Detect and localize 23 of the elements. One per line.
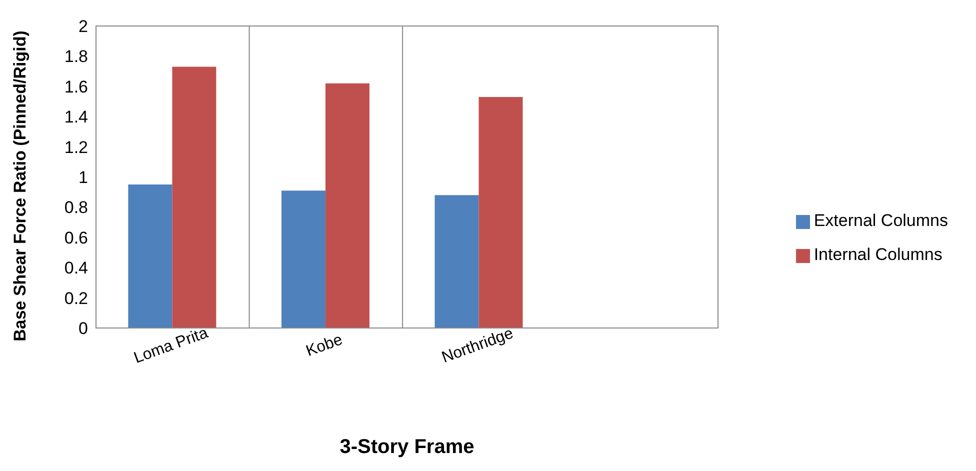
y-tick-label: 1 (78, 168, 88, 188)
bar (172, 66, 216, 328)
y-tick-label: 0 (78, 319, 88, 338)
y-tick-label: 1.4 (64, 108, 88, 127)
legend-label: Internal Columns (814, 245, 942, 264)
y-tick-label: 1.2 (64, 138, 88, 157)
y-tick-label: 1.8 (64, 47, 88, 66)
y-tick-label: 0.6 (64, 228, 88, 248)
y-axis-title: Base Shear Force Ratio (Pinned/Rigid) (10, 30, 30, 342)
x-axis-title: 3-Story Frame (338, 436, 476, 459)
bar (434, 195, 479, 328)
y-tick-label: 2 (78, 17, 88, 36)
bar (478, 96, 523, 328)
x-tick-label: Loma Prita (132, 324, 210, 367)
legend-label: External Columns (814, 211, 948, 230)
y-tick-label: 1.6 (64, 77, 88, 96)
bar (325, 83, 370, 328)
y-tick-label: 0.2 (64, 288, 88, 308)
bar (281, 190, 326, 328)
y-tick-label: 0.4 (64, 258, 88, 278)
bar (128, 184, 172, 328)
x-tick-label: Kobe (304, 331, 345, 360)
y-tick-label: 0.8 (64, 198, 88, 218)
